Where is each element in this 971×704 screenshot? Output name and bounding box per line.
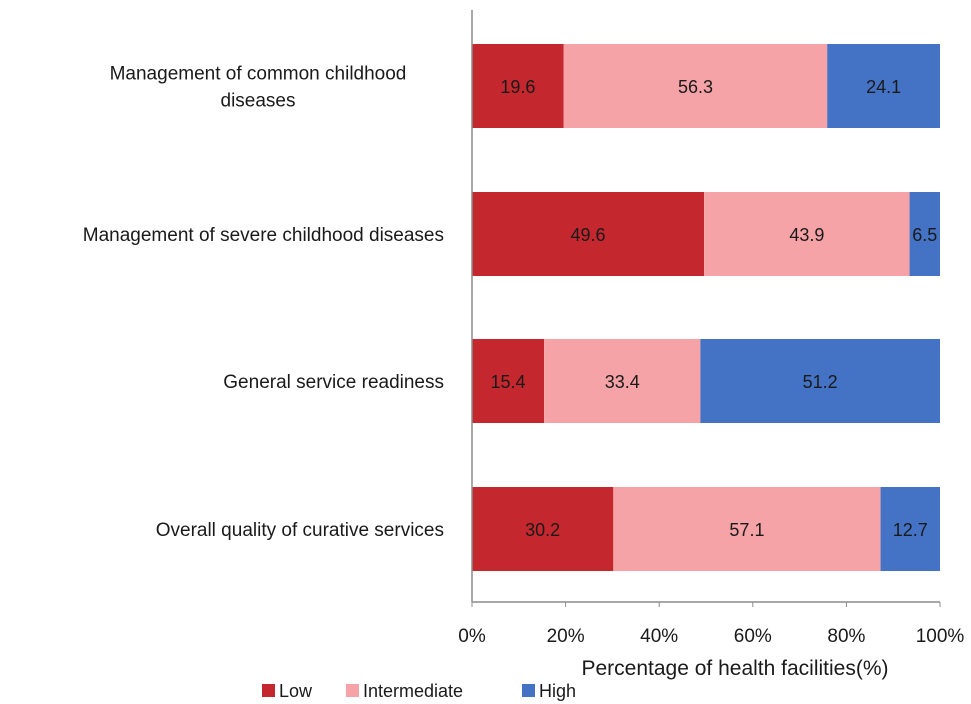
bar-segment-intermediate-0 bbox=[563, 44, 828, 128]
bar-segment-high-2 bbox=[700, 339, 940, 423]
category-labels: Management of common childhood diseasesMa… bbox=[83, 64, 444, 542]
bar-segment-low-2 bbox=[472, 339, 545, 423]
category-label-line: Overall quality of curative services bbox=[156, 520, 444, 541]
bar-segment-high-3 bbox=[880, 487, 940, 571]
category-label: General service readiness bbox=[223, 372, 444, 393]
data-label: 43.9 bbox=[789, 225, 824, 245]
data-label: 49.6 bbox=[571, 225, 606, 245]
data-label: 30.2 bbox=[525, 520, 560, 540]
legend-label-intermediate: Intermediate bbox=[363, 681, 463, 701]
x-tick-label: 20% bbox=[547, 626, 585, 647]
data-label: 6.5 bbox=[912, 225, 937, 245]
data-label: 51.2 bbox=[803, 372, 838, 392]
category-label-line: Management of common childhood bbox=[110, 64, 407, 85]
x-tick-label: 40% bbox=[640, 626, 678, 647]
bar-segment-low-1 bbox=[472, 192, 705, 276]
data-label: 12.7 bbox=[893, 520, 928, 540]
x-tick-labels: 0% 20% 40% 60% 80% 100% bbox=[458, 626, 964, 647]
legend-swatch-high bbox=[522, 684, 535, 697]
axis-layer bbox=[471, 10, 941, 607]
category-label: Management of common childhood diseases bbox=[110, 64, 407, 112]
legend-swatch-intermediate bbox=[346, 684, 359, 697]
category-label: Overall quality of curative services bbox=[156, 520, 444, 541]
data-label: 33.4 bbox=[605, 372, 640, 392]
bar-segment-intermediate-1 bbox=[704, 192, 910, 276]
x-tick-label: 0% bbox=[458, 626, 486, 647]
legend-label-low: Low bbox=[279, 681, 313, 701]
data-label: 57.1 bbox=[729, 520, 764, 540]
legend: Low Intermediate High bbox=[262, 681, 576, 701]
category-label-line: General service readiness bbox=[223, 372, 444, 393]
x-tick-label: 80% bbox=[827, 626, 865, 647]
category-label: Management of severe childhood diseases bbox=[83, 225, 444, 246]
data-label: 15.4 bbox=[491, 372, 526, 392]
legend-swatch-low bbox=[262, 684, 275, 697]
bar-segment-intermediate-3 bbox=[613, 487, 881, 571]
data-label: 24.1 bbox=[866, 77, 901, 97]
x-axis-title: Percentage of health facilities(%) bbox=[582, 657, 889, 680]
bars-layer: 19.6 56.3 24.1 49.6 43.9 6.5 15.4 33.4 51.2 30.2 5… bbox=[472, 44, 940, 571]
legend-label-high: High bbox=[539, 681, 576, 701]
bar-segment-low-3 bbox=[472, 487, 614, 571]
x-tick-label: 100% bbox=[916, 626, 965, 647]
bar-segment-low-0 bbox=[472, 44, 564, 128]
category-label-line: diseases bbox=[221, 91, 296, 112]
category-label-line: Management of severe childhood diseases bbox=[83, 225, 444, 246]
bar-segment-high-0 bbox=[827, 44, 940, 128]
data-label: 19.6 bbox=[500, 77, 535, 97]
bar-segment-intermediate-2 bbox=[544, 339, 701, 423]
x-tick-label: 60% bbox=[734, 626, 772, 647]
bar-segment-high-1 bbox=[909, 192, 940, 276]
data-label: 56.3 bbox=[678, 77, 713, 97]
